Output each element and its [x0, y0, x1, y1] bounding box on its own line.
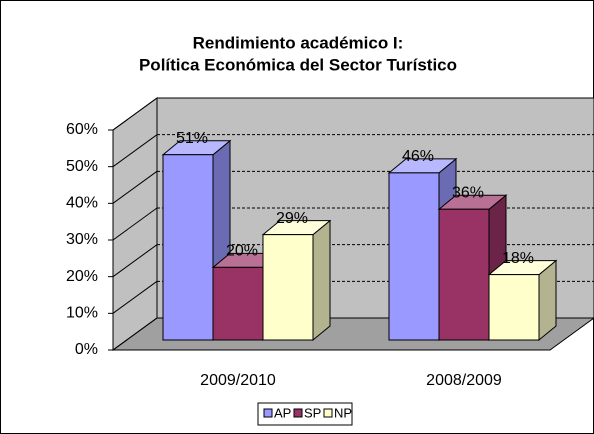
- x-tick-label: 2009/2010: [200, 372, 276, 389]
- bar: [388, 172, 440, 341]
- data-label: 46%: [402, 148, 434, 165]
- y-tick-label: 50%: [66, 158, 98, 175]
- y-tick-label: 10%: [66, 305, 98, 322]
- side-grid-line: [112, 207, 158, 241]
- bar: [488, 274, 540, 341]
- bar: [212, 266, 264, 341]
- side-grid-line: [112, 170, 158, 204]
- data-label: 18%: [502, 250, 534, 267]
- data-label: 20%: [226, 243, 258, 260]
- y-tick-label: 30%: [66, 231, 98, 248]
- bar-side: [312, 219, 331, 342]
- legend-label: NP: [334, 405, 352, 420]
- side-grid-line: [112, 317, 158, 351]
- y-tick-label: 20%: [66, 268, 98, 285]
- legend-label: AP: [274, 405, 291, 420]
- chart-title: Política Económica del Sector Turístico: [139, 55, 457, 74]
- legend-swatch: [323, 408, 333, 418]
- side-grid-line: [112, 97, 158, 131]
- side-grid-line: [112, 134, 158, 168]
- data-label: 36%: [452, 184, 484, 201]
- legend-label: SP: [304, 405, 321, 420]
- side-grid-line: [112, 244, 158, 278]
- y-tick-label: 0%: [75, 341, 98, 358]
- chart-title: Rendimiento académico I:: [193, 33, 404, 52]
- side-grid-line: [112, 280, 158, 314]
- x-tick-label: 2008/2009: [426, 372, 502, 389]
- legend-swatch: [293, 408, 303, 418]
- bar: [438, 208, 490, 341]
- y-tick-label: 60%: [66, 121, 98, 138]
- y-tick-label: 40%: [66, 195, 98, 212]
- bar: [162, 154, 214, 341]
- data-label: 51%: [176, 130, 208, 147]
- data-label: 29%: [276, 210, 308, 227]
- legend-swatch: [263, 408, 273, 418]
- bar: [262, 234, 314, 341]
